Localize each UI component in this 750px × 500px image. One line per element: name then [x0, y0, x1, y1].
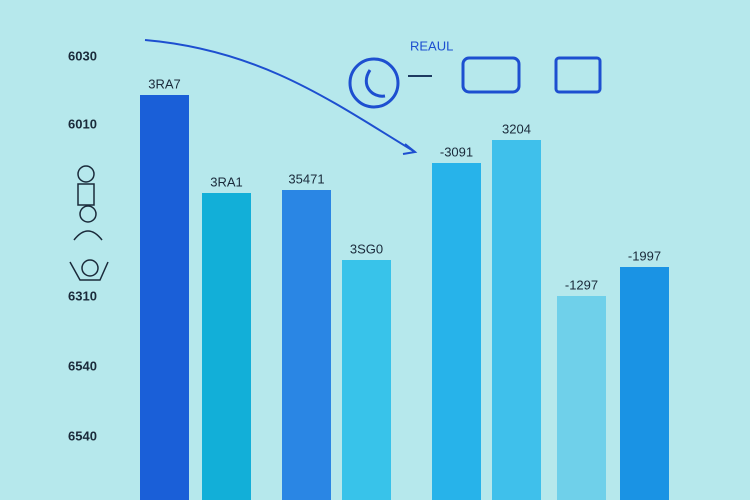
bar: [432, 163, 481, 500]
bar: [620, 267, 669, 500]
people-icon: [69, 165, 109, 281]
bar: [492, 140, 541, 500]
value-label: 3204: [502, 121, 531, 136]
briefcase-icon: [554, 56, 602, 94]
y-axis-label: 6010: [68, 116, 97, 131]
y-axis-label: 6540: [68, 428, 97, 443]
arrow: [144, 39, 416, 153]
legend-text: REAUL: [410, 38, 453, 53]
value-label: -1997: [628, 248, 661, 263]
bar: [557, 296, 606, 500]
arrow-head: [402, 143, 418, 155]
value-label: 3RA7: [148, 76, 181, 91]
bar: [140, 95, 189, 500]
value-label: 3RA1: [210, 174, 243, 189]
bar: [202, 193, 251, 500]
clock-icon: [348, 57, 400, 109]
y-axis-label: 6030: [68, 48, 97, 63]
value-label: 35471: [288, 171, 324, 186]
bar: [342, 260, 391, 500]
bar: [282, 190, 331, 500]
value-label: 3SG0: [350, 241, 383, 256]
folder-icon: [461, 56, 521, 94]
value-label: -3091: [440, 144, 473, 159]
y-axis-label: 6310: [68, 288, 97, 303]
y-axis-label: 6540: [68, 358, 97, 373]
clock-hand: [364, 69, 386, 98]
value-label: -1297: [565, 277, 598, 292]
